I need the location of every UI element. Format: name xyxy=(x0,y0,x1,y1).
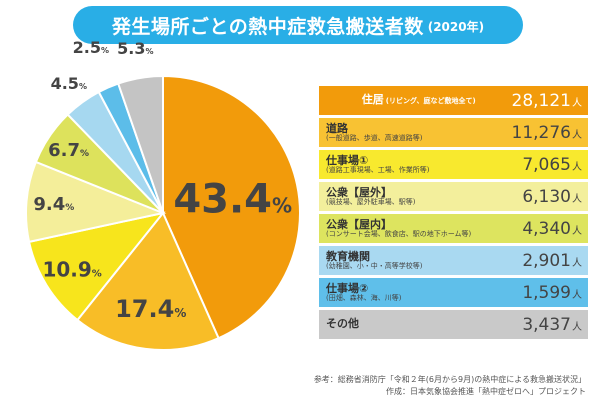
legend-label: 公衆【屋内】 (コンサート会場、飲食店、駅の地下ホーム等) xyxy=(326,217,522,239)
location-name: 公衆【屋内】 xyxy=(326,217,392,231)
slice-percent-label: 17.4% xyxy=(115,295,186,323)
pie-slice xyxy=(76,211,220,351)
location-name: その他 xyxy=(326,317,359,331)
pie-slice xyxy=(25,160,167,244)
chart-year: (2020年) xyxy=(427,20,485,34)
slice-percent-label: 2.5% xyxy=(73,38,109,57)
legend-row: 教育機関 (幼稚園、小・中・高等学校等) 2,901 人 xyxy=(319,246,588,275)
legend-label: 道路 (一般道路、歩道、高速道路等) xyxy=(326,121,512,143)
legend-row: 公衆【屋外】 (競技場、屋外駐車場、駅等) 6,130 人 xyxy=(319,182,588,211)
count-unit: 人 xyxy=(572,257,582,269)
count-value: 4,340 xyxy=(522,218,571,239)
legend-label: 住居 (リビング、庭など敷地全て) xyxy=(326,94,512,106)
title-banner: 発生場所ごとの熱中症救急搬送者数 (2020年) xyxy=(73,6,523,44)
slice-percent-label: 10.9% xyxy=(42,257,101,281)
legend-value: 6,130 人 xyxy=(522,187,582,207)
location-name: 住居 xyxy=(361,93,384,107)
location-name: 公衆【屋外】 xyxy=(326,185,392,199)
location-note: (道路工事現場、工場、作業所等) xyxy=(326,165,430,174)
source-note: 参考：総務省消防庁「令和２年(6月から9月)の熱中症による救急搬送状況」 作成：… xyxy=(314,374,586,398)
count-value: 1,599 xyxy=(522,282,571,303)
count-unit: 人 xyxy=(572,161,582,173)
count-value: 28,121 xyxy=(511,90,571,111)
pie-slice xyxy=(27,211,166,322)
legend-label: 仕事場② (田畑、森林、海、川等) xyxy=(326,281,522,303)
legend-row: 仕事場① (道路工事現場、工場、作業所等) 7,065 人 xyxy=(319,150,588,179)
location-note: (一般道路、歩道、高速道路等) xyxy=(326,133,423,142)
count-value: 3,437 xyxy=(522,314,571,335)
location-name: 道路 xyxy=(326,121,348,135)
count-value: 11,276 xyxy=(511,122,571,143)
count-unit: 人 xyxy=(572,97,582,109)
legend-value: 4,340 人 xyxy=(522,219,582,239)
pie-chart: 43.4% 17.4% 10.9% 9.4% 6.7% 4.5% 2.5% 5.3% xyxy=(25,38,301,351)
credit-line: 作成：日本気象協会推進「熱中症ゼロへ」プロジェクト xyxy=(386,387,586,396)
legend-row: 公衆【屋内】 (コンサート会場、飲食店、駅の地下ホーム等) 4,340 人 xyxy=(319,214,588,243)
count-value: 2,901 xyxy=(522,250,571,271)
count-unit: 人 xyxy=(572,193,582,205)
source-line: 参考：総務省消防庁「令和２年(6月から9月)の熱中症による救急搬送状況」 xyxy=(313,375,586,384)
legend-label: 公衆【屋外】 (競技場、屋外駐車場、駅等) xyxy=(326,185,522,207)
legend-row: 住居 (リビング、庭など敷地全て) 28,121 人 xyxy=(319,86,588,115)
slice-percent-label: 4.5% xyxy=(51,74,87,93)
legend-value: 2,901 人 xyxy=(522,251,582,271)
count-unit: 人 xyxy=(572,225,582,237)
count-unit: 人 xyxy=(572,289,582,301)
legend-value: 11,276 人 xyxy=(512,123,582,143)
chart-title: 発生場所ごとの熱中症救急搬送者数 xyxy=(111,15,424,38)
count-unit: 人 xyxy=(572,129,582,141)
slice-percent-label: 5.3% xyxy=(117,39,153,58)
legend-label: 仕事場① (道路工事現場、工場、作業所等) xyxy=(326,153,522,175)
legend-value: 1,599 人 xyxy=(522,283,582,303)
slice-percent-label: 43.4% xyxy=(173,177,292,223)
slice-percent-label: 9.4% xyxy=(33,194,74,215)
count-unit: 人 xyxy=(572,321,582,333)
legend-value: 7,065 人 xyxy=(522,155,582,175)
location-note: (リビング、庭など敷地全て) xyxy=(385,97,476,106)
location-note: (幼稚園、小・中・高等学校等) xyxy=(326,261,423,270)
legend-table: 住居 (リビング、庭など敷地全て) 28,121 人道路 (一般道路、歩道、高速道路等)… xyxy=(319,86,588,342)
legend-row: 仕事場② (田畑、森林、海、川等) 1,599 人 xyxy=(319,278,588,307)
legend-row: その他 3,437 人 xyxy=(319,310,588,339)
location-name: 教育機関 xyxy=(326,249,370,263)
pie-slice xyxy=(162,74,301,340)
count-value: 6,130 xyxy=(522,186,571,207)
legend-label: 教育機関 (幼稚園、小・中・高等学校等) xyxy=(326,249,522,271)
pie-slice xyxy=(116,74,164,214)
legend-value: 28,121 人 xyxy=(512,91,582,111)
legend-label: その他 xyxy=(326,318,522,330)
count-value: 7,065 xyxy=(522,154,571,175)
location-note: (コンサート会場、飲食店、駅の地下ホーム等) xyxy=(326,229,472,238)
legend-row: 道路 (一般道路、歩道、高速道路等) 11,276 人 xyxy=(319,118,588,147)
legend-value: 3,437 人 xyxy=(522,315,582,335)
location-note: (田畑、森林、海、川等) xyxy=(326,293,402,302)
location-name: 仕事場① xyxy=(326,153,369,167)
slice-percent-label: 6.7% xyxy=(48,140,89,161)
location-name: 仕事場② xyxy=(326,281,369,295)
location-note: (競技場、屋外駐車場、駅等) xyxy=(326,197,416,206)
